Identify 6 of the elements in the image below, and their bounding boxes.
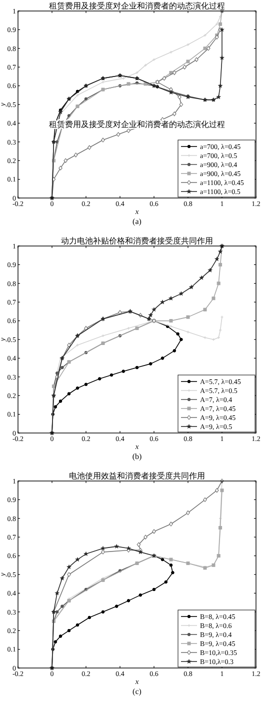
text: (b) — [132, 452, 142, 461]
text: (a) — [132, 217, 142, 226]
text: (c) — [132, 687, 142, 696]
chart-title: 动力电池补贴价格和消费者接受度共同作用 — [61, 236, 213, 246]
chart-title: 电池使用效益和消费者接受度共同作用 — [69, 472, 205, 480]
chart-title: 租赁费用及接受度对企业和消费者的动态演化过程 — [49, 2, 225, 10]
